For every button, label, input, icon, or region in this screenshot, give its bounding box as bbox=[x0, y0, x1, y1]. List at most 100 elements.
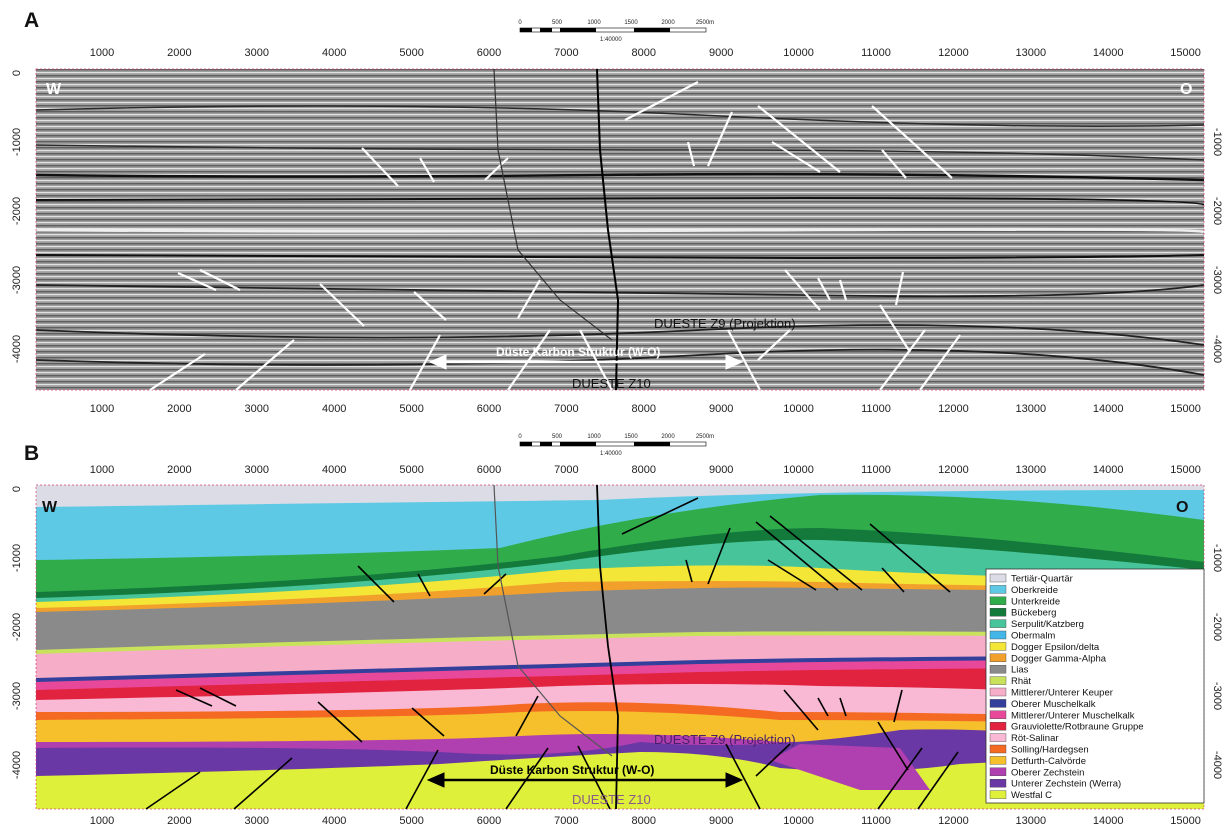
x-tick-label: 14000 bbox=[1093, 47, 1124, 59]
legend-label: Lias bbox=[1011, 665, 1029, 676]
panel-b-letter: B bbox=[24, 442, 39, 465]
scale-tick-label: 2000 bbox=[661, 20, 675, 26]
x-tick-label: 9000 bbox=[709, 403, 733, 415]
panel-a-letter: A bbox=[24, 9, 39, 32]
x-tick-label: 8000 bbox=[632, 403, 656, 415]
y-tick-label-right: -4000 bbox=[1211, 751, 1223, 779]
panel-b: B 0 500 1000 1500 2000 2500m 1:40000 bbox=[11, 434, 1223, 827]
legend-swatch bbox=[989, 722, 1007, 731]
y-axis-right-a: -1000 -2000 -3000 -4000 bbox=[1211, 128, 1223, 363]
x-tick-label: 11000 bbox=[861, 47, 891, 59]
x-tick-label: 11000 bbox=[861, 403, 891, 415]
wells-a bbox=[493, 68, 620, 391]
y-tick-label-right: -2000 bbox=[1211, 197, 1223, 225]
scale-tick-label: 1500 bbox=[624, 20, 638, 26]
x-tick-label: 2000 bbox=[167, 464, 191, 476]
legend-swatch bbox=[989, 744, 1007, 754]
x-tick-label: 7000 bbox=[554, 403, 578, 415]
x-tick-label: 6000 bbox=[477, 815, 501, 827]
faults-b bbox=[145, 497, 959, 810]
x-tick-label: 5000 bbox=[399, 464, 423, 476]
scale-tick-label: 1000 bbox=[587, 434, 601, 440]
legend-label: Oberer Zechstein bbox=[1011, 767, 1084, 778]
y-tick-label-right: -3000 bbox=[1211, 682, 1223, 710]
x-tick-label: 11000 bbox=[861, 464, 891, 476]
x-tick-label: 7000 bbox=[554, 464, 578, 476]
y-tick-label: -4000 bbox=[11, 335, 23, 363]
x-tick-label: 3000 bbox=[245, 464, 269, 476]
scale-bar-b: 0 500 1000 1500 2000 2500m 1:40000 bbox=[518, 434, 714, 457]
scale-bar-a: 0 500 1000 1500 2000 2500m 1:40000 bbox=[518, 20, 714, 43]
x-tick-label: 1000 bbox=[90, 464, 114, 476]
x-tick-label: 1000 bbox=[90, 815, 114, 827]
geologic-layers bbox=[36, 485, 1204, 798]
x-tick-label: 14000 bbox=[1093, 464, 1124, 476]
scale-bar-b-labels: 0 500 1000 1500 2000 2500m bbox=[518, 434, 714, 440]
y-tick-label-right: -2000 bbox=[1211, 613, 1223, 641]
y-axis-right-b: -1000 -2000 -3000 -4000 bbox=[1211, 544, 1223, 779]
scale-tick-label: 1500 bbox=[624, 434, 638, 440]
x-tick-label: 12000 bbox=[938, 403, 969, 415]
structure-label-b: Düste Karbon Struktur (W-O) bbox=[490, 763, 654, 777]
x-tick-label: 15000 bbox=[1170, 815, 1201, 827]
scale-tick-label: 2500m bbox=[696, 20, 714, 26]
wells-b bbox=[493, 484, 619, 810]
legend-label: Westfal C bbox=[1011, 790, 1052, 801]
legend-swatch bbox=[989, 779, 1007, 788]
y-tick-label: -4000 bbox=[11, 751, 23, 779]
structure-arrow-a bbox=[428, 354, 744, 370]
scale-tick-label: 1000 bbox=[587, 20, 601, 26]
scale-tick-label: 0 bbox=[518, 20, 522, 26]
legend-swatch bbox=[989, 687, 1007, 697]
y-axis-left-b: 0 -1000 -2000 -3000 -4000 bbox=[11, 486, 23, 779]
legend-label: Dogger Gamma-Alpha bbox=[1011, 653, 1107, 664]
x-tick-label: 10000 bbox=[783, 464, 814, 476]
y-tick-label-right: -1000 bbox=[1211, 128, 1223, 156]
x-axis-bottom-a: 1000 2000 3000 4000 5000 6000 7000 8000 9000 1000… bbox=[90, 403, 1201, 415]
x-tick-label: 3000 bbox=[245, 47, 269, 59]
legend-swatch bbox=[989, 665, 1007, 674]
x-tick-label: 4000 bbox=[322, 815, 346, 827]
scale-ratio-b: 1:40000 bbox=[600, 451, 622, 457]
x-tick-label: 4000 bbox=[322, 464, 346, 476]
legend-swatch bbox=[989, 733, 1007, 742]
x-tick-label: 14000 bbox=[1093, 815, 1124, 827]
legend-label: Röt-Salinar bbox=[1011, 733, 1059, 744]
legend-items: Tertiär-QuartärOberkreideUnterkreideBück… bbox=[989, 574, 1144, 801]
west-label-b: W bbox=[42, 499, 58, 516]
east-label-b: O bbox=[1176, 499, 1188, 516]
y-tick-label-right: -3000 bbox=[1211, 266, 1223, 294]
scale-tick-label: 2000 bbox=[661, 434, 675, 440]
x-tick-label: 13000 bbox=[1016, 815, 1047, 827]
structure-arrow-b bbox=[426, 772, 744, 788]
legend-box bbox=[985, 568, 1205, 804]
x-tick-label: 2000 bbox=[167, 815, 191, 827]
legend-label: Detfurth-Calvörde bbox=[1011, 756, 1086, 767]
x-tick-label: 2000 bbox=[167, 47, 191, 59]
y-tick-label: -3000 bbox=[11, 682, 23, 710]
x-tick-label: 12000 bbox=[938, 815, 969, 827]
x-tick-label: 13000 bbox=[1016, 464, 1047, 476]
x-tick-label: 1000 bbox=[90, 403, 114, 415]
legend-label: Mittlerer/Unterer Muschelkalk bbox=[1011, 710, 1135, 721]
x-tick-label: 10000 bbox=[783, 815, 814, 827]
legend-swatch bbox=[989, 630, 1007, 640]
legend-label: Rhät bbox=[1011, 676, 1031, 687]
legend: Tertiär-QuartärOberkreideUnterkreideBück… bbox=[985, 568, 1205, 804]
legend-label: Bückeberg bbox=[1011, 608, 1056, 619]
x-tick-label: 12000 bbox=[938, 47, 969, 59]
legend-label: Solling/Hardegsen bbox=[1011, 745, 1089, 756]
legend-label: Dogger Epsilon/delta bbox=[1011, 642, 1100, 653]
scale-bar-a-labels: 0 500 1000 1500 2000 2500m bbox=[518, 20, 714, 26]
y-tick-label-right: -1000 bbox=[1211, 544, 1223, 572]
east-label-a: O bbox=[1180, 81, 1192, 98]
legend-swatch bbox=[989, 790, 1007, 799]
x-tick-label: 2000 bbox=[167, 403, 191, 415]
x-tick-label: 7000 bbox=[554, 47, 578, 59]
x-tick-label: 5000 bbox=[399, 47, 423, 59]
legend-swatch bbox=[989, 642, 1007, 651]
y-tick-label: 0 bbox=[11, 486, 23, 492]
x-tick-label: 7000 bbox=[554, 815, 578, 827]
x-tick-label: 13000 bbox=[1016, 47, 1047, 59]
x-axis-bottom-b: 1000 2000 3000 4000 5000 6000 7000 8000 9000 1000… bbox=[90, 815, 1201, 827]
